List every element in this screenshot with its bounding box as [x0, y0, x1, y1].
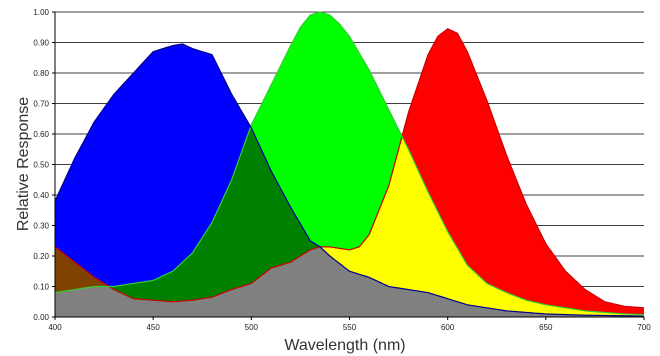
- y-tick-label-7: 0.70: [33, 100, 49, 109]
- x-axis-title: Wavelength (nm): [284, 337, 405, 354]
- x-tick-label-6: 700: [637, 323, 651, 332]
- y-tick-label-8: 0.80: [33, 69, 49, 78]
- y-tick-label-5: 0.50: [33, 161, 49, 170]
- tick-labels: 0.00 0.10 0.20 0.30 0.40 0.50 0.60 0.70 0.80 0.90…: [33, 8, 651, 332]
- series-line-green: [54, 11, 645, 316]
- y-tick-label-0: 0.00: [33, 313, 49, 322]
- x-tick-label-1: 450: [146, 323, 160, 332]
- series-line-red: [54, 28, 645, 309]
- x-tick-label-2: 500: [245, 323, 259, 332]
- series-line-blue: [54, 43, 645, 317]
- overlap-all: [55, 246, 644, 317]
- x-tick-label-0: 400: [48, 323, 62, 332]
- y-axis-title: Relative Response: [15, 97, 32, 231]
- series-area-red: [55, 28, 644, 318]
- x-tick-label-4: 600: [441, 323, 455, 332]
- y-tick-label-6: 0.60: [33, 130, 49, 139]
- y-tick-label-2: 0.20: [33, 252, 49, 261]
- y-tick-label-3: 0.30: [33, 222, 49, 231]
- overlap-area-layer: [54, 11, 645, 318]
- overlap-blue-green: [55, 127, 644, 318]
- y-tick-label-4: 0.40: [33, 191, 49, 200]
- x-tick-label-5: 650: [539, 323, 553, 332]
- y-tick-label-9: 0.90: [33, 39, 49, 48]
- x-tick-label-3: 550: [343, 323, 357, 332]
- y-tick-label-10: 1.00: [33, 8, 49, 17]
- y-tick-label-1: 0.10: [33, 283, 49, 292]
